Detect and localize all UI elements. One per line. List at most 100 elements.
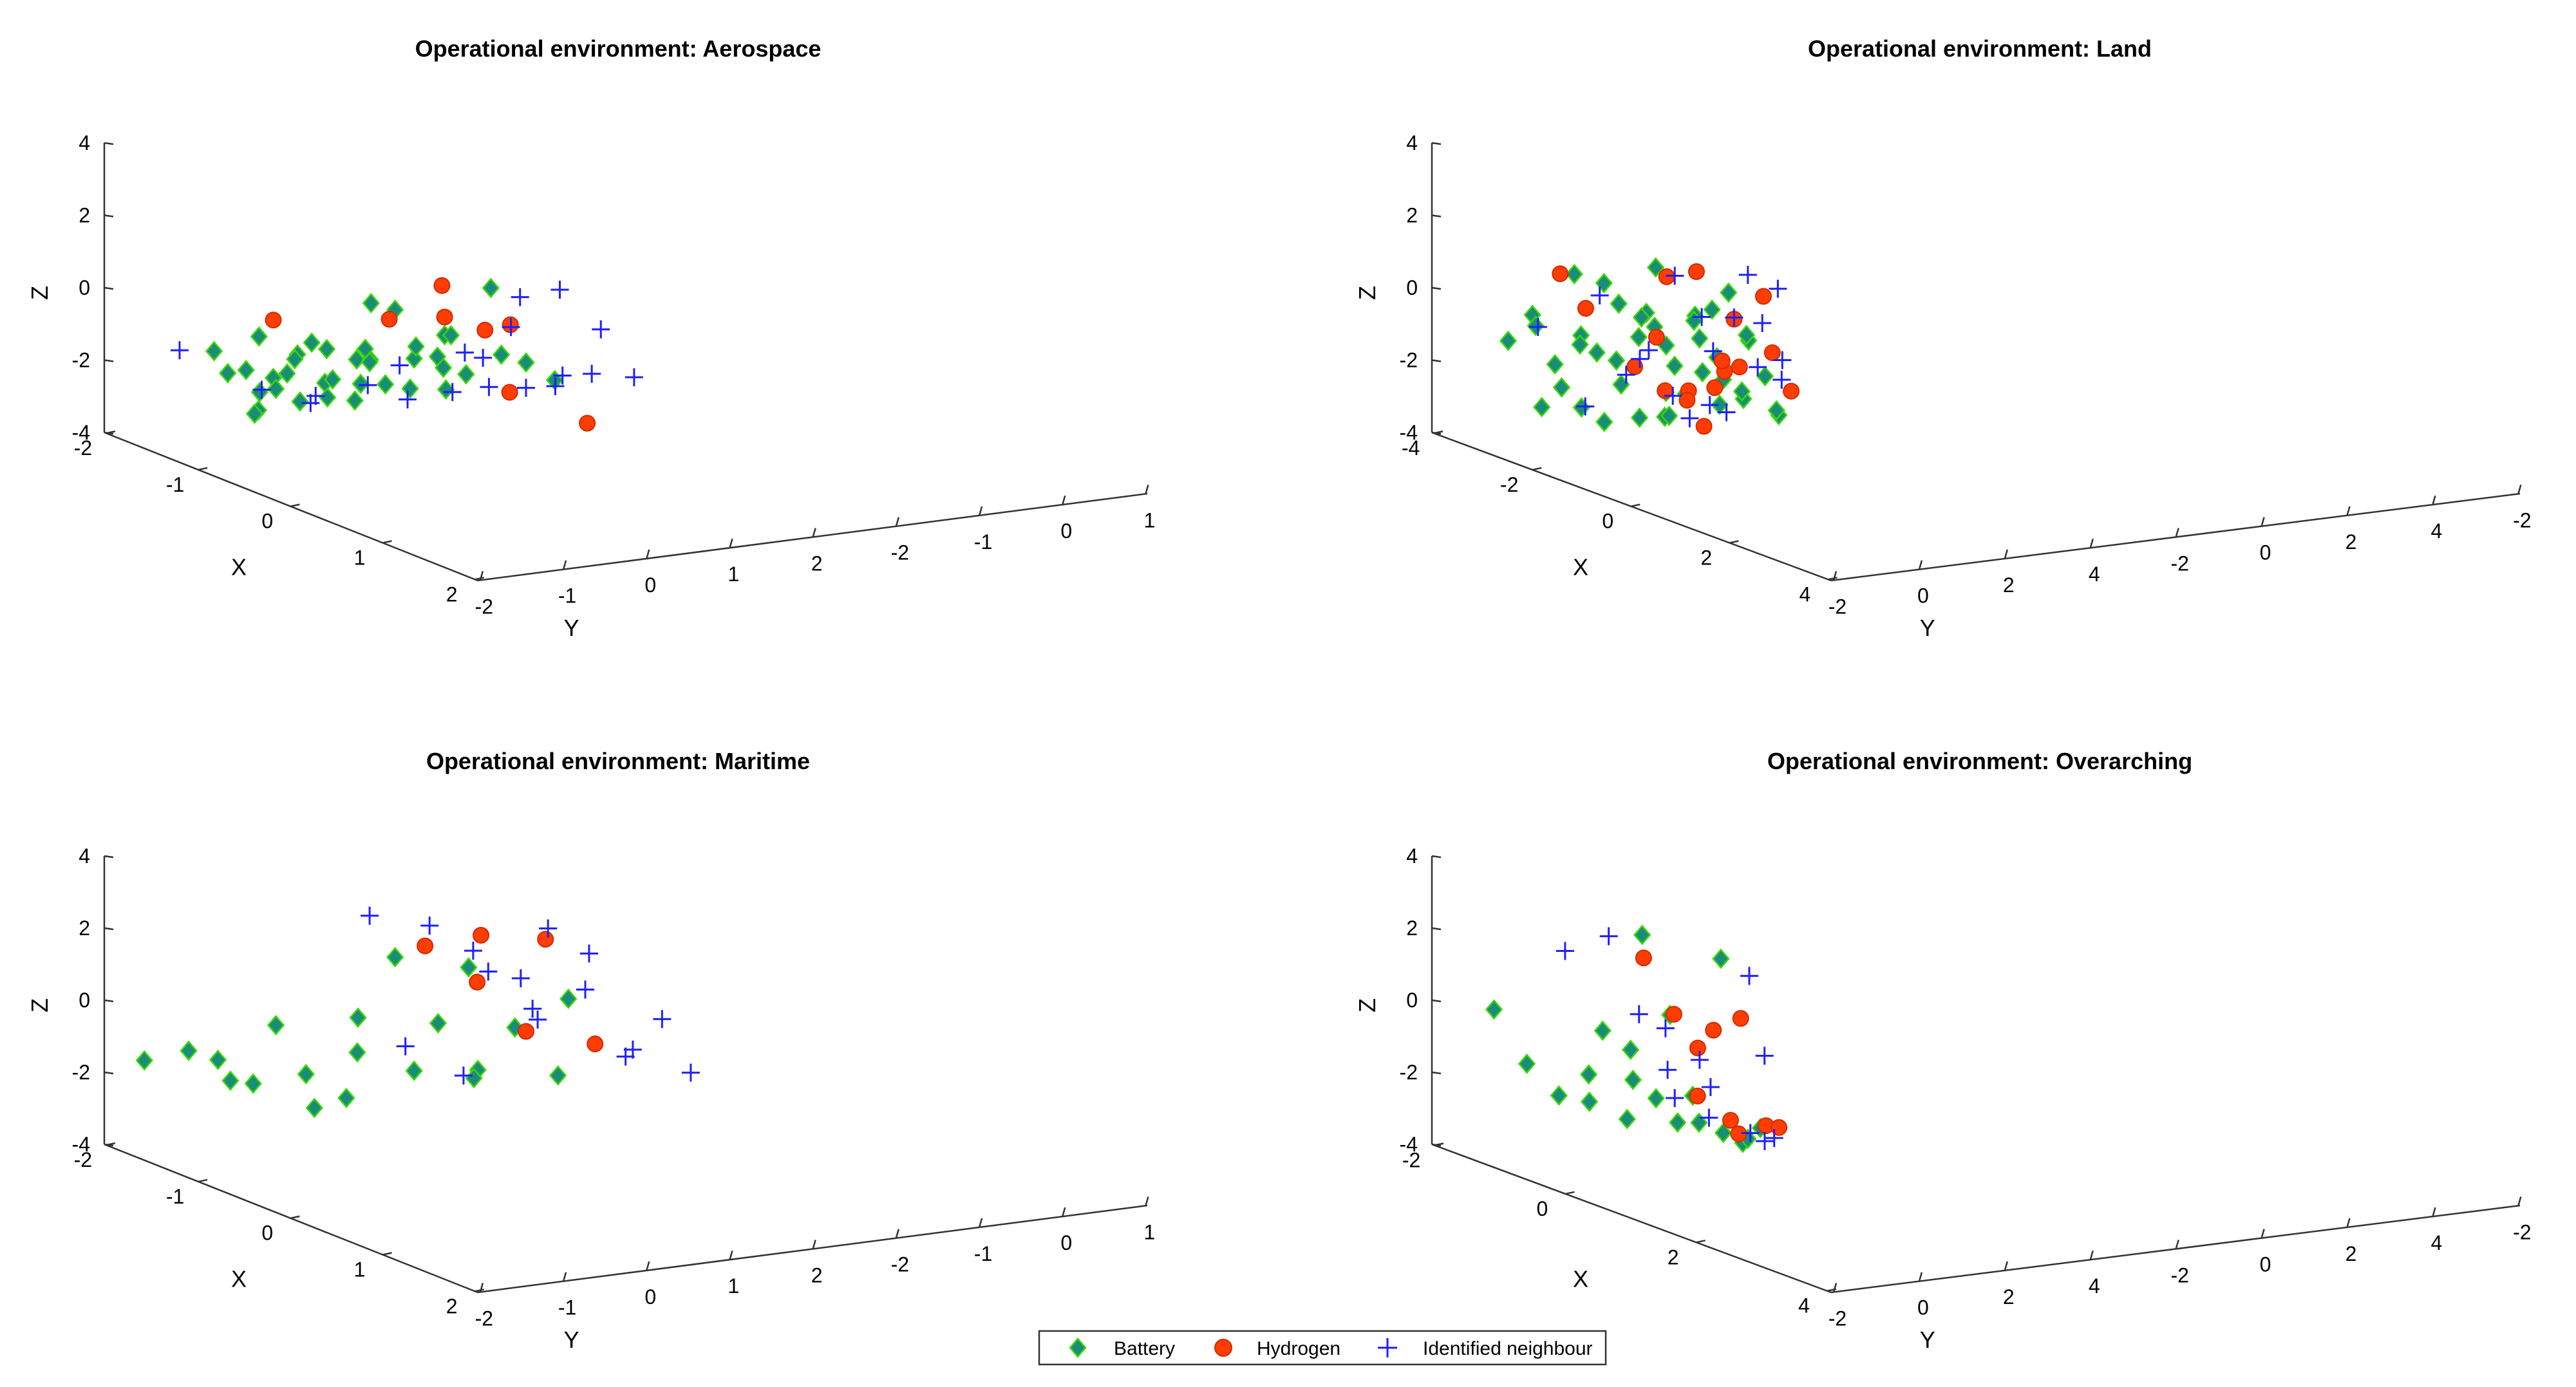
battery-point <box>1668 1112 1687 1133</box>
y-tick <box>2261 1229 2265 1238</box>
y-tick <box>812 1240 816 1249</box>
x-tick-label: 4 <box>1798 1294 1810 1317</box>
battery-point <box>1621 1039 1640 1061</box>
battery-point <box>245 403 264 424</box>
hydrogen-point <box>1706 379 1724 396</box>
y-tick <box>2432 1207 2436 1217</box>
battery-point <box>1550 1085 1568 1106</box>
neighbour-point <box>546 377 565 395</box>
x-tick-label: -1 <box>166 473 184 496</box>
x-tick-label: -2 <box>74 1148 92 1171</box>
subplot-maritime: Operational environment: Maritime-4-2024… <box>26 748 1155 1353</box>
battery-point <box>286 349 304 369</box>
neighbour-point <box>1693 308 1711 326</box>
battery-point <box>1756 366 1774 387</box>
z-tick-label: -2 <box>1400 349 1418 372</box>
battery-point <box>1527 315 1545 337</box>
battery-point <box>437 379 455 400</box>
neighbour-point <box>480 378 498 396</box>
x-tick-label: 2 <box>1668 1245 1679 1269</box>
z-tick-label: 0 <box>79 276 90 299</box>
hydrogen-point <box>1635 949 1652 967</box>
neighbour-point <box>1659 1061 1677 1079</box>
chart-title: Operational environment: Maritime <box>426 748 810 774</box>
battery-point <box>1714 1122 1733 1144</box>
battery-point <box>1733 381 1751 402</box>
x-tick <box>1565 1191 1575 1195</box>
battery-point <box>305 1097 323 1119</box>
battery-point <box>297 1064 315 1084</box>
z-tick-label: 2 <box>79 917 90 940</box>
neighbour-point <box>1725 308 1744 327</box>
battery-point <box>1595 411 1613 433</box>
y-tick <box>978 1218 983 1228</box>
x-tick <box>382 1252 392 1256</box>
neighbour-point <box>592 320 610 339</box>
battery-point <box>1579 1064 1598 1085</box>
y-tick <box>2346 1218 2351 1228</box>
hydrogen-point <box>1648 328 1665 346</box>
neighbour-point <box>583 364 601 383</box>
y-tick-label: 2 <box>2003 573 2015 597</box>
hydrogen-point <box>1695 418 1713 435</box>
battery-point <box>250 382 269 403</box>
z-tick-label: -4 <box>1400 1133 1418 1156</box>
legend-hydrogen-label: Hydrogen <box>1257 1338 1340 1359</box>
legend: Battery Hydrogen Identified neighbour <box>1038 1330 1607 1366</box>
battery-point <box>1737 324 1756 346</box>
battery-point <box>348 349 366 370</box>
data-points <box>1485 924 1788 1153</box>
y-axis-line <box>1830 492 2521 582</box>
x-tick <box>1434 1142 1444 1146</box>
hydrogen-point <box>1731 358 1748 376</box>
neighbour-point <box>306 387 325 405</box>
battery-point <box>1624 1069 1642 1090</box>
y-tick <box>2004 549 2009 559</box>
battery-point <box>1595 272 1613 293</box>
battery-point <box>1646 257 1665 278</box>
z-tick <box>104 214 114 218</box>
hydrogen-point <box>579 414 596 432</box>
neighbour-point <box>1765 1129 1783 1148</box>
battery-point <box>429 1012 447 1034</box>
y-tick-label: -2 <box>891 1253 909 1276</box>
x-tick-label: -2 <box>1500 473 1518 496</box>
hydrogen-point <box>1688 263 1705 281</box>
y-tick <box>729 538 733 548</box>
neighbour-point <box>1666 1089 1684 1108</box>
z-axis-label: Z <box>26 286 53 300</box>
y-tick <box>1062 1207 1066 1217</box>
neighbour-point <box>1617 366 1635 384</box>
y-tick <box>2517 484 2522 494</box>
battery-point <box>1533 396 1551 418</box>
neighbour-point <box>1755 1047 1774 1065</box>
battery-point <box>1767 400 1785 421</box>
z-tick-label: -2 <box>72 349 90 372</box>
y-tick <box>978 506 983 516</box>
x-axis-label: X <box>1573 1266 1588 1292</box>
y-tick <box>562 1272 567 1282</box>
neighbour-point <box>1753 314 1772 333</box>
neighbour-point <box>399 390 417 409</box>
x-tick-label: 2 <box>446 582 458 606</box>
y-tick-label: -2 <box>2170 1263 2188 1287</box>
y-tick-label: 4 <box>2089 563 2100 586</box>
hydrogen-point <box>476 321 494 339</box>
neighbour-point <box>1769 279 1787 298</box>
y-tick-label: 4 <box>2089 1274 2100 1298</box>
neighbour-point <box>420 917 439 935</box>
neighbour-point <box>443 383 462 402</box>
z-tick-label: 0 <box>79 989 90 1012</box>
hydrogen-point <box>436 308 453 326</box>
battery-point <box>1518 1053 1536 1074</box>
neighbour-point <box>1576 397 1595 416</box>
y-tick <box>1062 495 1066 505</box>
y-tick <box>479 1283 484 1292</box>
x-tick <box>1532 467 1542 471</box>
y-tick <box>729 1250 733 1260</box>
battery-point <box>460 957 478 978</box>
neighbour-point <box>396 1037 415 1056</box>
neighbour-point <box>1599 927 1618 945</box>
neighbour-point <box>1639 341 1658 360</box>
neighbour-point <box>1528 317 1547 336</box>
